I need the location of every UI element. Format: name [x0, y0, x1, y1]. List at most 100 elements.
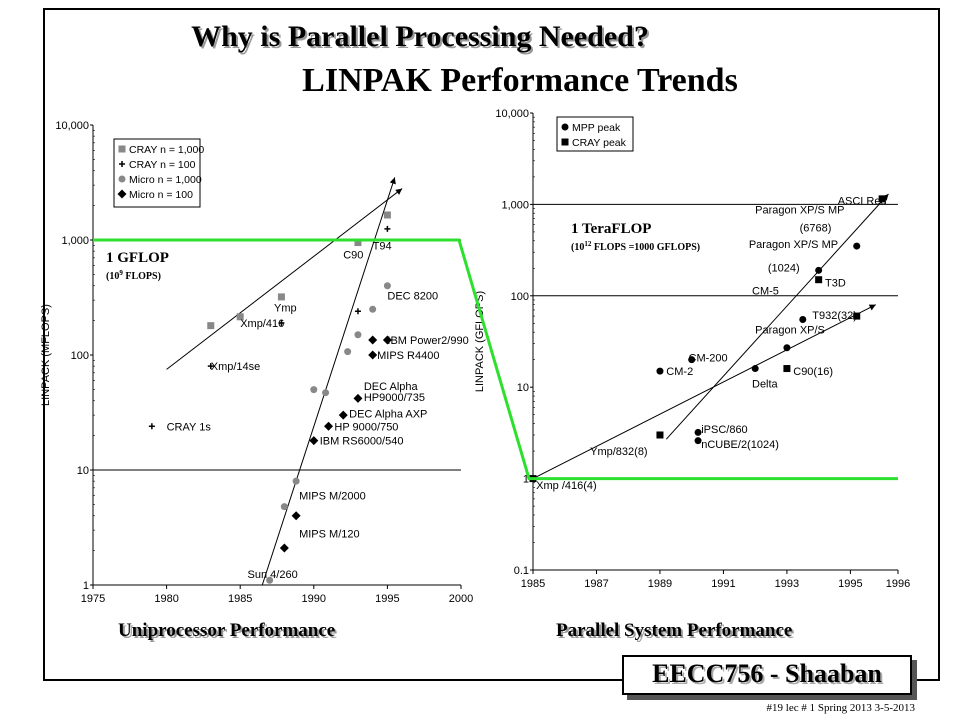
gflop-connector-line	[93, 238, 898, 481]
point-label: DEC 8200	[387, 290, 438, 302]
legend-marker	[561, 138, 569, 146]
data-point-plus	[384, 225, 391, 232]
slide-frame	[43, 8, 940, 681]
trend-line	[261, 177, 396, 586]
trend-line	[166, 188, 403, 370]
trend-line	[665, 193, 889, 440]
data-point-circle	[751, 365, 759, 373]
trend-line	[532, 304, 877, 480]
point-label: Xmp /416(4)	[536, 480, 597, 492]
y-tick-label: 1,000	[501, 199, 529, 211]
point-label: Paragon XP/S MP	[749, 239, 838, 251]
callout-label: 1 GFLOP	[106, 250, 169, 266]
x-tick-label: 1987	[584, 578, 608, 590]
data-point-diamond	[279, 543, 289, 553]
data-point-circle	[344, 348, 352, 356]
point-label: Xmp/14se	[211, 361, 261, 373]
data-point-circle	[815, 266, 823, 274]
point-label: nCUBE/2(1024)	[701, 439, 779, 451]
data-point-circle	[694, 428, 702, 436]
data-point-diamond	[338, 410, 348, 420]
y-tick-label: 10	[517, 382, 529, 394]
point-label: (1024)	[768, 262, 800, 274]
point-label: Ymp/832(8)	[590, 446, 647, 458]
point-label: CM-200	[689, 353, 728, 365]
trend-arrow	[868, 304, 876, 311]
slide-subtitle: LINPAK Performance Trends	[302, 62, 738, 99]
data-point-plus	[278, 319, 285, 326]
data-point-circle	[369, 305, 377, 313]
data-point-plus	[207, 363, 214, 370]
data-point-square	[878, 195, 886, 203]
x-tick-label: 2000	[449, 593, 473, 605]
data-point-circle	[280, 503, 288, 511]
point-label: MIPS R4400	[377, 350, 439, 362]
data-point-square	[207, 322, 215, 330]
data-point-diamond	[291, 511, 301, 521]
y-tick-label: 10,000	[55, 120, 89, 132]
data-point-diamond	[309, 436, 319, 446]
uniprocessor-caption: Uniprocessor Performance	[118, 620, 336, 641]
chart-0: 1 10 100 1,000 10,000 1975 1980 1985 1990 1995 200…	[40, 120, 473, 605]
data-point-diamond	[368, 350, 378, 360]
y-axis-label: LINPACK (GFLOPS)	[474, 291, 486, 392]
point-label: IBM Power2/990	[387, 335, 468, 347]
point-label: Delta	[752, 378, 779, 390]
y-tick-label: 100	[511, 291, 529, 303]
data-point-square	[853, 312, 861, 320]
data-point-circle	[266, 576, 274, 584]
data-point-diamond	[368, 335, 378, 345]
data-point-square	[783, 365, 791, 373]
point-label: DEC Alpha	[364, 381, 419, 393]
y-tick-label: 10,000	[495, 108, 529, 120]
point-label: MIPS M/120	[299, 529, 360, 541]
legend-label: CRAY n = 1,000	[129, 144, 204, 156]
data-point-circle	[853, 242, 861, 250]
x-tick-label: 1985	[521, 578, 545, 590]
point-label: Paragon XP/S MP	[755, 204, 844, 216]
point-label: C90(16)	[793, 366, 833, 378]
x-tick-label: 1985	[228, 593, 252, 605]
point-label: Sun 4/260	[248, 569, 298, 581]
data-point-circle	[292, 477, 300, 485]
parallel-caption: Parallel System Performance	[556, 620, 793, 641]
point-label: CRAY 1s	[167, 421, 212, 433]
data-point-square	[383, 211, 391, 219]
y-tick-label: 1	[523, 474, 529, 486]
point-label: MIPS M/2000	[299, 491, 366, 503]
point-label: C90	[343, 249, 363, 261]
data-point-circle	[656, 367, 664, 375]
data-point-diamond	[324, 421, 334, 431]
data-point-circle	[322, 389, 330, 397]
data-point-square	[815, 276, 823, 284]
x-tick-label: 1990	[302, 593, 326, 605]
data-point-square	[354, 239, 362, 247]
data-point-circle	[783, 344, 791, 352]
trend-arrow	[395, 188, 403, 195]
data-point-square	[277, 293, 285, 301]
data-point-circle	[354, 331, 362, 339]
chart-1: 0.1 1 10 100 1,000 10,000 1985 1987 1989 1991 1993…	[474, 108, 910, 590]
x-tick-label: 1975	[81, 593, 105, 605]
data-point-circle	[694, 437, 702, 445]
legend-marker	[118, 175, 126, 183]
point-label: Paragon XP/S	[755, 324, 825, 336]
legend-label: CRAY n = 100	[129, 159, 196, 171]
y-axis-label: LINPACK (MFLOPS)	[40, 304, 52, 406]
callout-detail: (1012 FLOPS =1000 GFLOPS)	[571, 240, 700, 253]
x-tick-label: 1993	[775, 578, 799, 590]
point-label: Xmp/416	[240, 318, 284, 330]
data-point-circle	[383, 282, 391, 290]
legend-box	[556, 116, 634, 152]
data-point-plus	[354, 308, 361, 315]
point-label: T932(32)	[812, 310, 857, 322]
point-label: iPSC/860	[701, 424, 747, 436]
data-point-square	[236, 313, 244, 321]
y-tick-label: 100	[71, 350, 89, 362]
point-label: T3D	[825, 277, 846, 289]
data-point-plus	[148, 423, 155, 430]
point-label: T94	[373, 240, 392, 252]
y-tick-label: 1	[83, 580, 89, 592]
point-label: IBM RS6000/540	[320, 436, 404, 448]
point-label: ASCI Red	[838, 196, 887, 208]
